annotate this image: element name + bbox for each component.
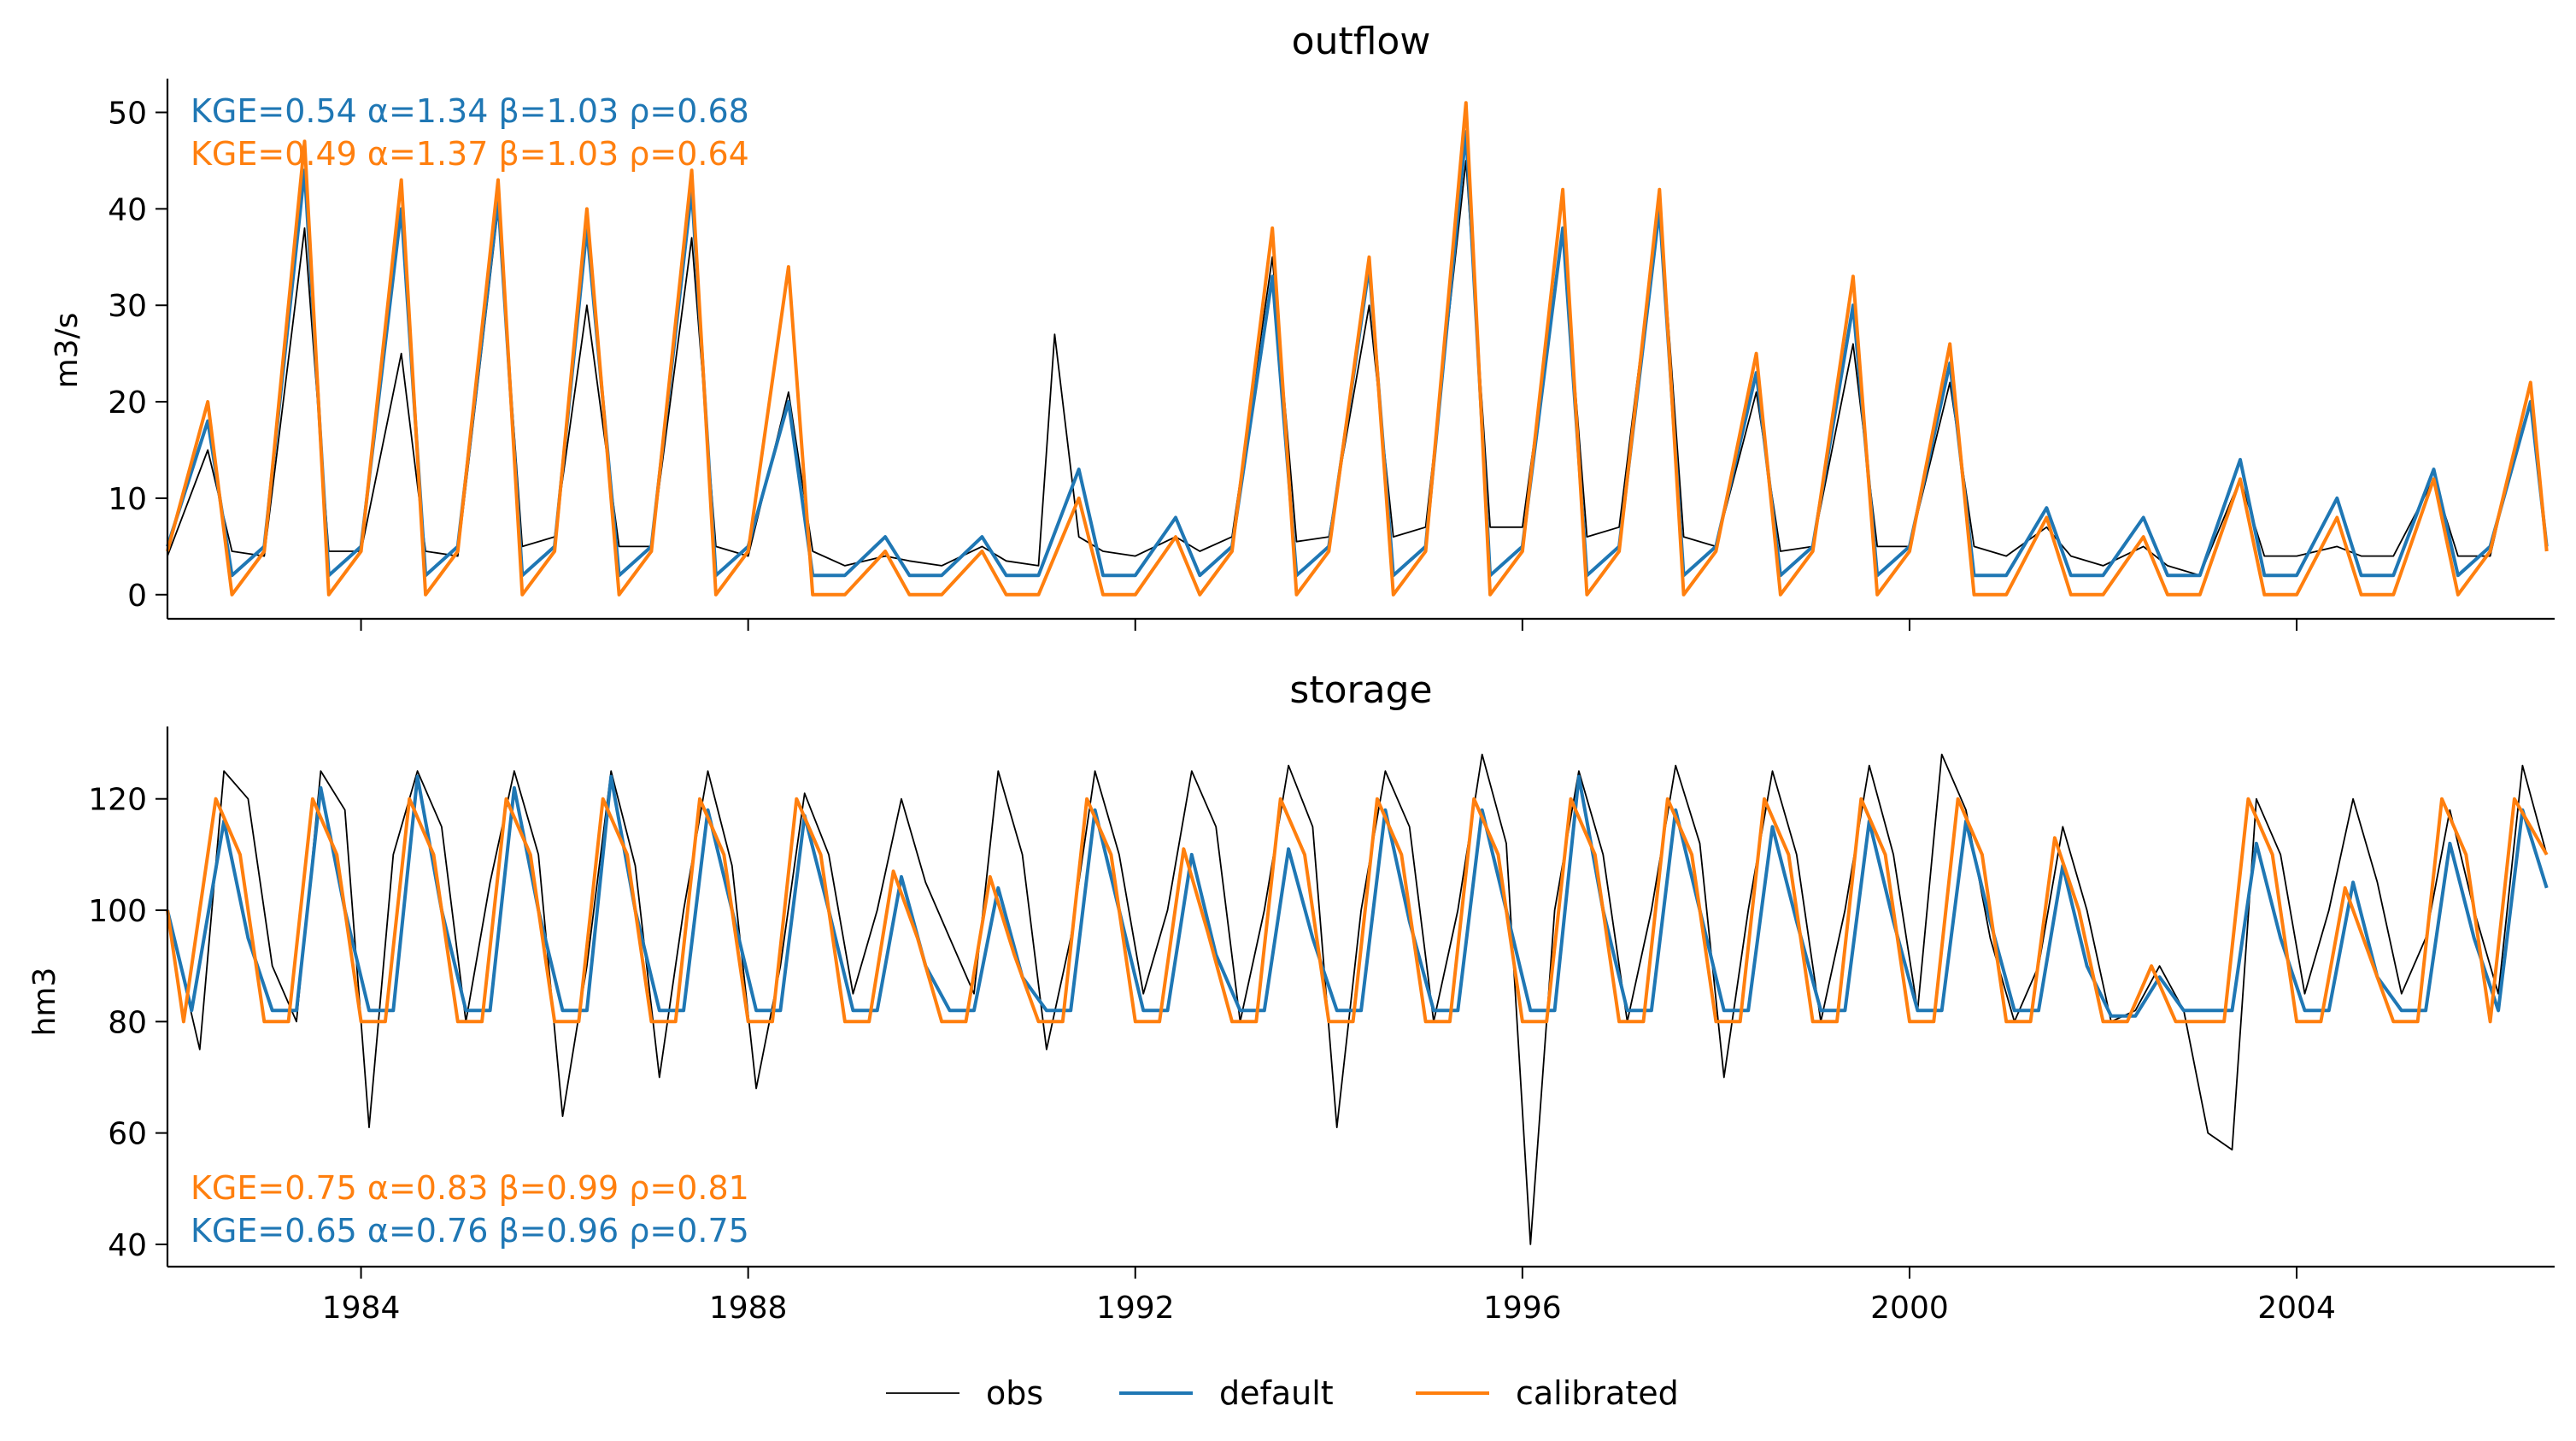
storage-x-tick-label: 2000 [1870,1291,1949,1326]
outflow-y-tick-label: 20 [108,385,147,421]
outflow-y-tick-label: 10 [108,482,147,517]
storage-y-ticks: 40 60 80 100 120 [88,783,167,1263]
outflow-x-ticks [360,619,2298,631]
storage-series-calibrated [166,797,2549,1024]
storage-title: storage [1289,668,1432,712]
outflow-y-tick-label: 0 [127,579,147,614]
storage-y-tick-label: 60 [108,1117,147,1152]
storage-panel: storage hm3 40 60 80 100 120 1984 1988 1992 199… [27,668,2555,1326]
storage-y-tick-label: 80 [108,1005,147,1040]
outflow-title: outflow [1292,20,1431,63]
storage-y-tick-label: 40 [108,1228,147,1263]
storage-series-default [166,774,2549,1018]
outflow-y-ticks: 0 10 20 30 40 50 [108,97,167,614]
outflow-series-calibrated [166,101,2549,597]
storage-y-tick-label: 100 [88,894,147,929]
storage-x-tick-label: 2004 [2257,1291,2336,1326]
storage-y-axis-label: hm3 [27,968,62,1037]
storage-kge-calibrated: KGE=0.75 α=0.83 β=0.99 ρ=0.81 [191,1169,749,1207]
storage-x-tick-label: 1996 [1483,1291,1562,1326]
outflow-panel: outflow m3/s 0 10 20 30 40 50 KGE=0.54 α=1.34… [50,20,2555,631]
outflow-kge-default: KGE=0.54 α=1.34 β=1.03 ρ=0.68 [191,92,749,130]
outflow-y-axis-label: m3/s [50,313,85,389]
outflow-y-tick-label: 30 [108,289,147,324]
outflow-series-obs [167,160,2548,577]
legend-obs-label: obs [986,1374,1043,1412]
storage-series-obs [167,753,2548,1245]
legend: obs default calibrated [886,1374,1679,1412]
legend-default-label: default [1219,1374,1334,1412]
storage-x-ticks: 1984 1988 1992 1996 2000 2004 [322,1267,2336,1326]
storage-x-tick-label: 1988 [709,1291,788,1326]
outflow-kge-calibrated: KGE=0.49 α=1.37 β=1.03 ρ=0.64 [191,135,749,173]
outflow-y-tick-label: 40 [108,192,147,227]
outflow-series-group [166,101,2549,597]
storage-y-tick-label: 120 [88,783,147,818]
outflow-y-tick-label: 50 [108,97,147,132]
storage-kge-default: KGE=0.65 α=0.76 β=0.96 ρ=0.75 [191,1212,749,1250]
storage-x-tick-label: 1992 [1096,1291,1175,1326]
legend-calibrated-label: calibrated [1516,1374,1679,1412]
storage-series-group [166,753,2549,1245]
storage-x-tick-label: 1984 [322,1291,401,1326]
